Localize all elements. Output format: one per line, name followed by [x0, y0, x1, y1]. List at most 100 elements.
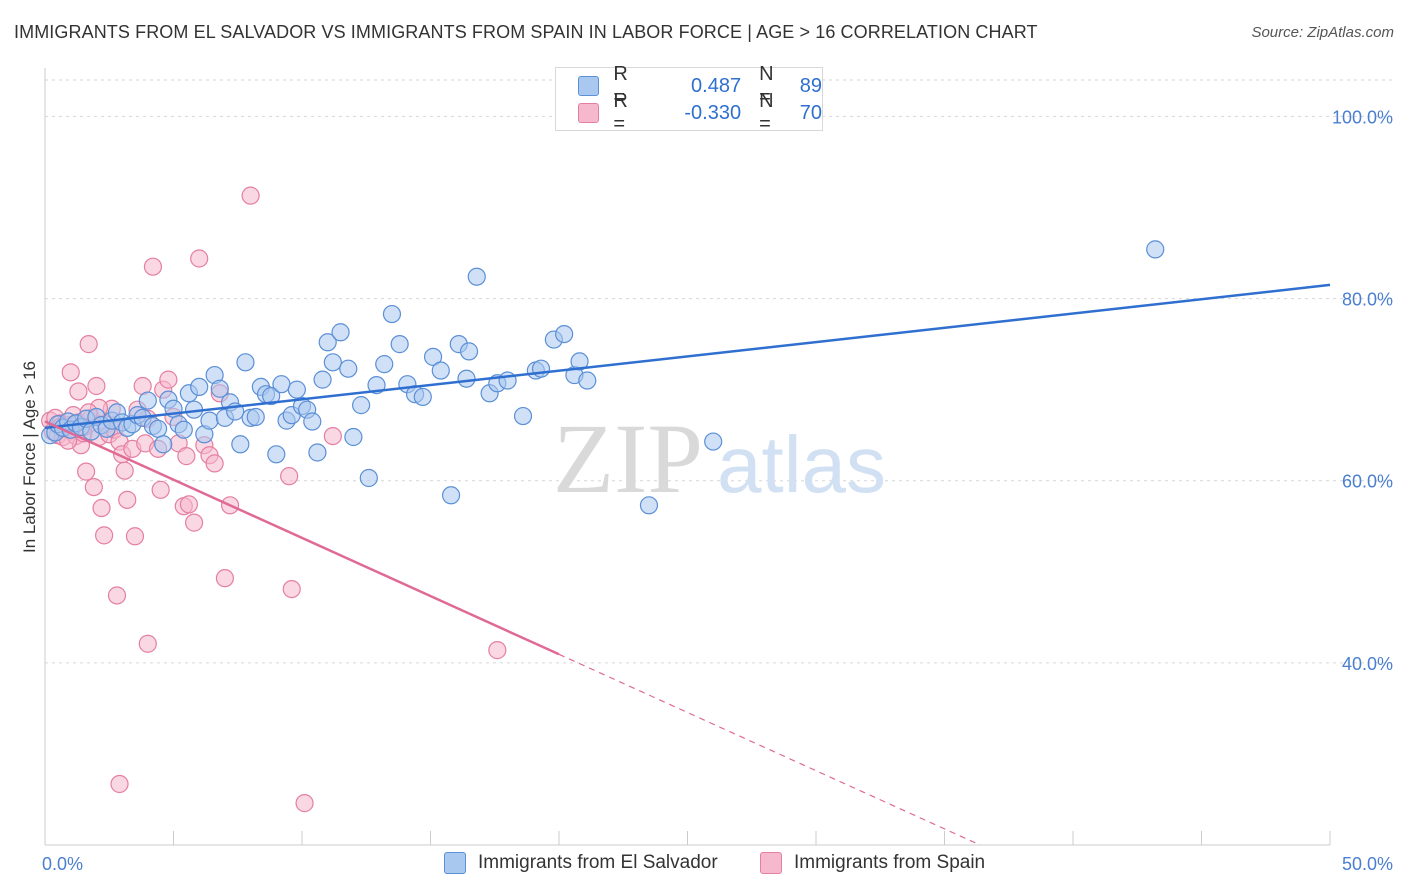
point-spain: [107, 586, 127, 605]
watermark: ZIP atlas: [553, 403, 886, 514]
point-el-salvador: [457, 369, 476, 388]
point-spain: [77, 462, 96, 481]
y-tick-label: 40.0%: [1342, 654, 1393, 674]
point-spain: [190, 249, 209, 268]
trend-lines: [44, 283, 1331, 846]
legend-r-label: R =: [613, 90, 628, 135]
series-spain: [41, 186, 507, 813]
axes: [44, 68, 1331, 846]
point-el-salvador: [303, 412, 322, 431]
point-el-salvador: [441, 486, 461, 505]
point-spain: [79, 335, 98, 354]
source-label: Source: ZipAtlas.com: [1251, 24, 1394, 41]
point-el-salvador: [331, 323, 350, 342]
point-el-salvador: [200, 411, 219, 430]
legend-r-label: R =: [613, 63, 628, 108]
point-spain: [179, 495, 199, 514]
y-tick-label: 100.0%: [1332, 107, 1393, 127]
point-spain: [205, 454, 224, 473]
point-el-salvador: [459, 342, 479, 361]
point-spain: [110, 774, 129, 794]
point-spain: [282, 579, 301, 599]
legend-item-el-salvador: Immigrants from El Salvador: [444, 852, 718, 874]
point-el-salvador: [231, 435, 250, 454]
legend-item-label: Immigrants from Spain: [794, 852, 986, 873]
point-spain: [295, 794, 314, 813]
point-el-salvador: [318, 333, 337, 352]
point-spain: [118, 490, 137, 509]
point-spain: [143, 257, 163, 276]
point-el-salvador: [639, 496, 659, 515]
point-spain: [151, 480, 170, 499]
point-spain: [84, 477, 103, 497]
legend-item-spain: Immigrants from Spain: [760, 852, 985, 874]
point-el-salvador: [390, 335, 409, 354]
point-spain: [488, 641, 507, 660]
y-axis-label: In Labor Force | Age > 16: [20, 361, 39, 553]
point-el-salvador: [154, 435, 173, 454]
point-el-salvador: [431, 361, 450, 380]
legend-n-label: N =: [759, 90, 774, 135]
point-el-salvador: [531, 359, 551, 378]
legend-n-value: 89: [799, 74, 822, 97]
x-tick-label: 50.0%: [1342, 854, 1393, 874]
legend-n-value: 70: [799, 101, 822, 124]
legend-swatch-pink: [578, 103, 600, 123]
point-spain: [138, 634, 157, 653]
point-el-salvador: [704, 432, 723, 451]
point-spain: [159, 370, 178, 389]
x-tick-label: 0.0%: [42, 854, 83, 874]
point-spain: [115, 461, 134, 480]
point-spain: [92, 498, 111, 518]
legend-row-spain: R = -0.330 N = 70: [578, 90, 822, 135]
point-el-salvador: [262, 386, 281, 406]
point-el-salvador: [287, 380, 306, 399]
point-el-salvador: [513, 406, 533, 426]
x-tick-labels: 0.0% 50.0%: [42, 854, 1393, 874]
point-spain: [215, 569, 234, 588]
trend-line-el-salvador: [44, 283, 1331, 430]
point-el-salvador: [210, 379, 229, 398]
point-spain: [323, 426, 342, 446]
point-spain: [280, 467, 299, 486]
point-el-salvador: [1146, 240, 1165, 259]
y-tick-label: 80.0%: [1342, 290, 1393, 310]
watermark-atlas: atlas: [717, 420, 886, 509]
stats-legend: R = 0.487 N = 89 R = -0.330 N = 70: [555, 63, 823, 135]
legend-item-label: Immigrants from El Salvador: [478, 852, 718, 873]
point-spain: [241, 186, 260, 205]
point-el-salvador: [413, 387, 432, 407]
point-el-salvador: [467, 267, 486, 286]
point-spain: [125, 527, 145, 546]
point-el-salvador: [375, 355, 394, 374]
legend-row-el-salvador: R = 0.487 N = 89: [578, 63, 822, 108]
chart-title: IMMIGRANTS FROM EL SALVADOR VS IMMIGRANT…: [14, 22, 1038, 42]
legend-n-label: N =: [759, 63, 774, 108]
point-el-salvador: [578, 371, 597, 390]
trend-line-spain-extension: [558, 653, 981, 846]
point-spain: [87, 376, 106, 396]
point-el-salvador: [236, 353, 255, 372]
legend-swatch-blue: [578, 76, 600, 96]
point-el-salvador: [267, 445, 286, 464]
point-el-salvador: [570, 352, 589, 371]
point-el-salvador: [323, 353, 342, 372]
point-spain: [61, 363, 80, 382]
point-el-salvador: [174, 420, 193, 439]
watermark-zip: ZIP: [553, 403, 703, 514]
point-el-salvador: [313, 370, 332, 389]
y-tick-label: 60.0%: [1342, 472, 1393, 492]
point-el-salvador: [359, 468, 378, 488]
point-el-salvador: [352, 396, 371, 415]
point-el-salvador: [344, 427, 363, 447]
point-el-salvador: [272, 375, 291, 394]
point-el-salvador: [246, 407, 265, 427]
y-tick-labels: 40.0% 60.0% 80.0% 100.0%: [1332, 107, 1393, 673]
point-spain: [95, 526, 114, 545]
point-spain: [177, 447, 196, 466]
point-el-salvador: [308, 443, 327, 462]
point-el-salvador: [148, 419, 168, 438]
point-el-salvador: [423, 347, 443, 366]
point-spain: [184, 513, 204, 532]
